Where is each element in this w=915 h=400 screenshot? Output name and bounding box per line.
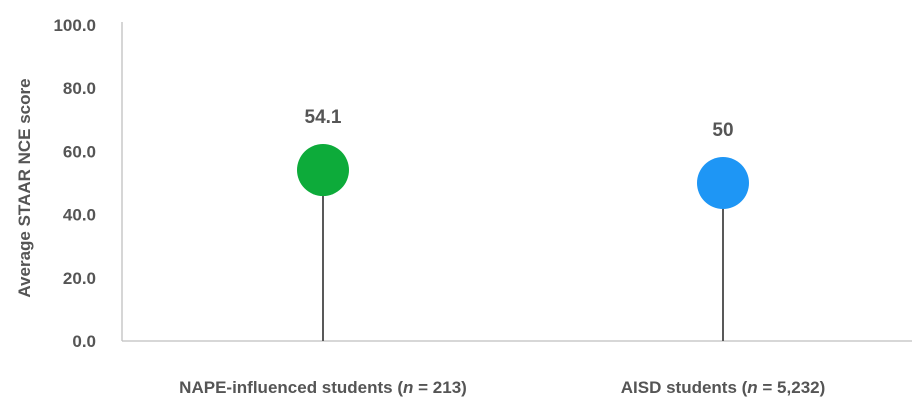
y-tick-label: 20.0 bbox=[63, 269, 96, 288]
y-tick-label: 60.0 bbox=[63, 142, 96, 161]
data-label: 54.1 bbox=[305, 107, 342, 128]
chart-marks: 54.1 50 bbox=[297, 107, 749, 341]
y-axis: 0.0 20.0 40.0 60.0 80.0 100.0 bbox=[53, 16, 123, 351]
lollipop-marker bbox=[697, 157, 749, 209]
y-tick-label: 80.0 bbox=[63, 79, 96, 98]
y-axis-title-group: Average STAAR NCE score bbox=[15, 78, 34, 297]
x-axis: NAPE-influenced students (n = 213) AISD s… bbox=[122, 340, 912, 397]
lollipop-marker bbox=[297, 144, 349, 197]
x-category-label: NAPE-influenced students (n = 213) bbox=[179, 378, 467, 397]
x-category-label: AISD students (n = 5,232) bbox=[621, 378, 826, 397]
y-tick-label: 0.0 bbox=[72, 332, 96, 351]
y-tick-label: 100.0 bbox=[53, 16, 96, 35]
y-tick-label: 40.0 bbox=[63, 206, 96, 225]
y-axis-title: Average STAAR NCE score bbox=[15, 78, 34, 297]
data-label: 50 bbox=[712, 120, 733, 141]
